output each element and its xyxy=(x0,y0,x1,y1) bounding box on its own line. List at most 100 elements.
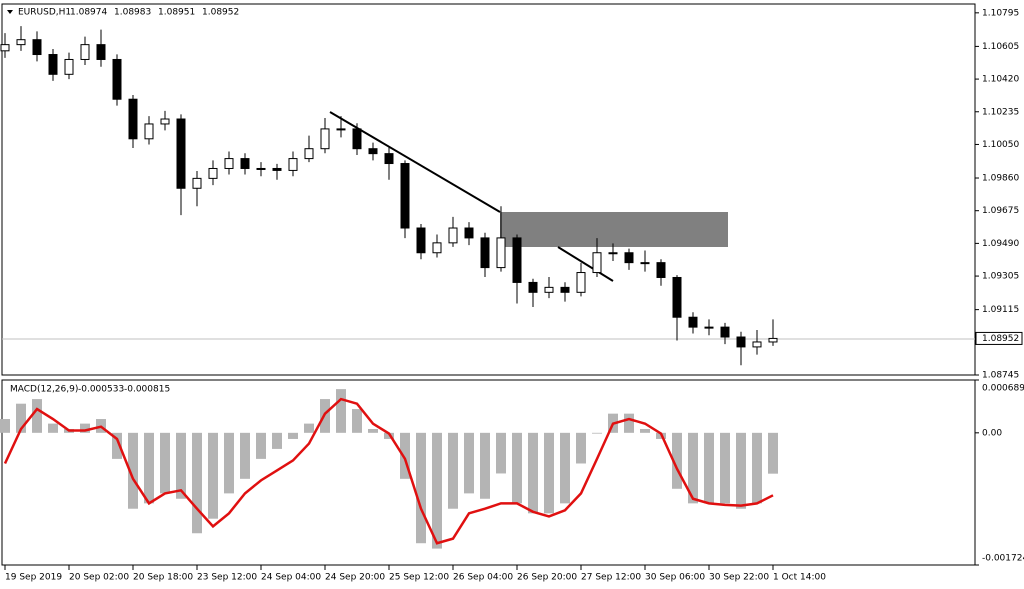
candle-body xyxy=(80,44,90,60)
candle-body xyxy=(240,158,250,169)
candle-body xyxy=(480,237,490,269)
macd-value: -0.000815 xyxy=(124,385,170,395)
macd-bar xyxy=(336,389,346,433)
candle-body xyxy=(176,118,186,189)
candle-body xyxy=(576,272,586,293)
macd-bar xyxy=(128,432,138,509)
macd-bar xyxy=(736,432,746,509)
header-value: 1.08952 xyxy=(202,8,239,18)
candle-body xyxy=(496,237,506,269)
x-tick-label: 20 Sep 02:00 xyxy=(69,573,129,583)
candle-body xyxy=(96,44,106,60)
candle-body xyxy=(384,153,394,165)
macd-bar xyxy=(48,423,58,433)
macd-bar xyxy=(112,432,122,459)
macd-bar xyxy=(176,432,186,499)
candle-body xyxy=(32,39,42,56)
symbol: EURUSD,H1 xyxy=(18,8,71,18)
y-tick-label: 0.000689 xyxy=(982,384,1024,394)
candle-body xyxy=(528,281,538,293)
candle-body xyxy=(400,163,410,229)
macd-bar xyxy=(0,419,10,433)
candle-body xyxy=(192,177,202,189)
y-tick-label: 1.08745 xyxy=(982,371,1019,381)
candle-body xyxy=(704,326,714,329)
macd-bar xyxy=(688,432,698,504)
macd-bar xyxy=(480,432,490,499)
candle-body xyxy=(320,128,330,150)
macd-pane xyxy=(1,379,976,566)
y-tick-label: -0.001724 xyxy=(982,554,1024,564)
candle-body xyxy=(224,158,234,169)
macd-bar xyxy=(416,432,426,544)
macd-bar xyxy=(16,403,26,433)
menu-arrow[interactable] xyxy=(7,10,13,14)
macd-bar xyxy=(448,432,458,509)
y-tick-label: 0.00 xyxy=(982,428,1002,438)
y-tick-label: 1.09675 xyxy=(982,206,1019,216)
x-tick-label: 24 Sep 20:00 xyxy=(325,573,385,583)
candle-body xyxy=(0,44,10,52)
macd-bar xyxy=(192,432,202,534)
candle-body xyxy=(16,39,26,46)
candle-body xyxy=(336,128,346,131)
x-tick-label: 24 Sep 04:00 xyxy=(261,573,321,583)
x-tick-label: 30 Sep 06:00 xyxy=(645,573,705,583)
candle-body xyxy=(304,148,314,160)
y-tick-label: 1.10795 xyxy=(982,8,1019,18)
candle-body xyxy=(608,252,618,255)
y-tick-label: 1.09490 xyxy=(982,239,1019,249)
candle-body xyxy=(768,337,778,343)
candle-body xyxy=(560,286,570,293)
macd-bar xyxy=(368,428,378,433)
macd-bar xyxy=(640,428,650,433)
macd-value: -0.000533 xyxy=(78,385,124,395)
candle-body xyxy=(672,276,682,318)
macd-bar xyxy=(80,423,90,433)
macd-bar xyxy=(160,432,170,494)
macd-bar xyxy=(464,432,474,494)
current-price: 1.08952 xyxy=(982,334,1019,344)
candle-body xyxy=(352,128,362,150)
y-tick-label: 1.09115 xyxy=(982,305,1019,315)
macd-bar xyxy=(272,432,282,449)
y-tick-label: 1.10050 xyxy=(982,140,1019,150)
candle-body xyxy=(416,227,426,254)
y-tick-label: 1.10605 xyxy=(982,42,1019,52)
candle-body xyxy=(64,58,74,75)
candle-body xyxy=(112,58,122,100)
x-tick-label: 19 Sep 2019 xyxy=(5,573,62,583)
candle-body xyxy=(640,262,650,265)
macd-bar xyxy=(512,432,522,504)
candle-body xyxy=(288,158,298,171)
header-value: 1.08951 xyxy=(158,8,195,18)
macd-bar xyxy=(432,432,442,549)
macd-bar xyxy=(288,432,298,439)
macd-bar xyxy=(592,432,602,434)
macd-bar xyxy=(528,432,538,514)
x-tick-label: 30 Sep 22:00 xyxy=(709,573,769,583)
macd-bar xyxy=(208,432,218,519)
header-value: 1.08974 xyxy=(70,8,107,18)
candle-body xyxy=(256,167,266,170)
macd-bar xyxy=(256,432,266,459)
x-tick-label: 27 Sep 12:00 xyxy=(581,573,641,583)
trend-line xyxy=(557,246,614,282)
candle-body xyxy=(512,237,522,283)
macd-bar xyxy=(704,432,714,504)
candle-body xyxy=(432,242,442,254)
candle-body xyxy=(736,336,746,348)
x-tick-label: 20 Sep 18:00 xyxy=(133,573,193,583)
signal-line xyxy=(3,397,774,545)
candle-body xyxy=(144,123,154,140)
macd-bar xyxy=(400,432,410,479)
price-pane xyxy=(1,3,976,376)
candle-body xyxy=(688,316,698,328)
candle-body xyxy=(272,167,282,171)
candle-body xyxy=(544,286,554,293)
macd-bar xyxy=(544,432,554,514)
macd-bar xyxy=(352,409,362,433)
x-tick-label: 1 Oct 14:00 xyxy=(773,573,826,583)
y-tick-label: 1.10420 xyxy=(982,75,1019,85)
